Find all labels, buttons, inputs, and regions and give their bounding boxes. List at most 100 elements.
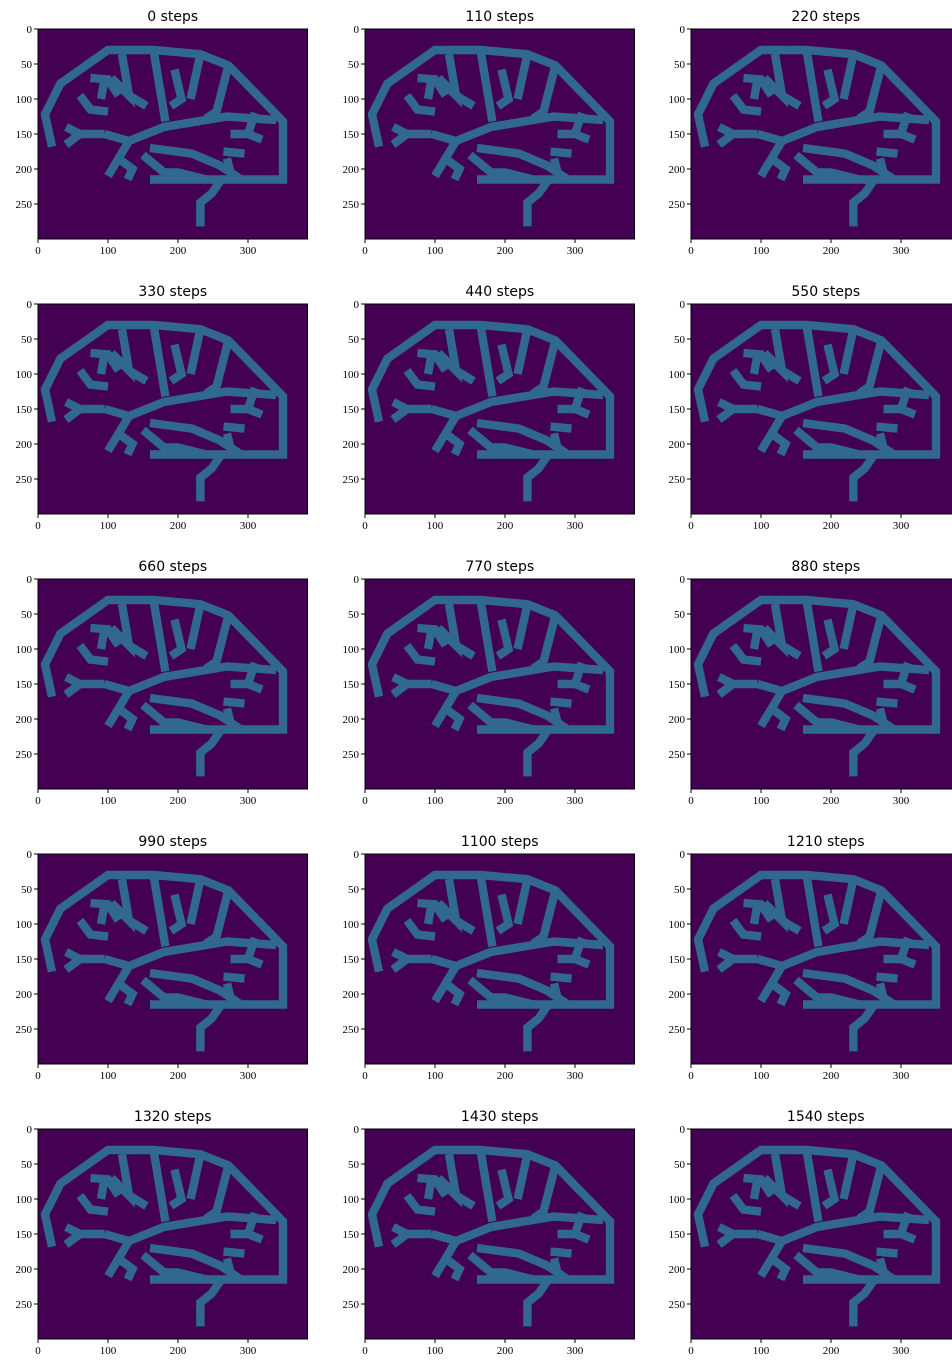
- y-tick-label: 50: [21, 884, 33, 896]
- x-tick-label: 200: [497, 1345, 514, 1357]
- x-tick-label: 200: [170, 1070, 187, 1082]
- y-tick-label: 100: [669, 94, 686, 106]
- y-tick-label: 250: [16, 1299, 33, 1311]
- y-tick-label: 150: [669, 954, 686, 966]
- y-tick-label: 50: [348, 334, 360, 346]
- y-tick-label: 150: [343, 679, 360, 691]
- y-tick-label: 250: [669, 1299, 686, 1311]
- x-tick-label: 0: [688, 520, 694, 532]
- x-tick-label: 200: [823, 245, 840, 257]
- y-tick-label: 100: [343, 94, 360, 106]
- y-tick-label: 50: [348, 609, 360, 621]
- y-tick-label: 250: [669, 199, 686, 211]
- x-tick-label: 200: [823, 520, 840, 532]
- y-tick-label: 0: [680, 574, 686, 586]
- x-tick-label: 300: [240, 795, 257, 807]
- y-tick-label: 50: [348, 1159, 360, 1171]
- panel-title: 330 steps: [138, 284, 207, 300]
- y-tick-label: 250: [16, 199, 33, 211]
- y-tick-label: 150: [343, 404, 360, 416]
- y-tick-label: 50: [348, 59, 360, 71]
- y-tick-label: 150: [343, 954, 360, 966]
- x-tick-label: 100: [427, 1345, 444, 1357]
- x-tick-label: 200: [497, 520, 514, 532]
- y-tick-label: 50: [674, 334, 686, 346]
- x-tick-label: 100: [100, 1070, 117, 1082]
- y-tick-label: 50: [21, 59, 33, 71]
- x-tick-label: 100: [427, 1070, 444, 1082]
- panel-title: 660 steps: [138, 559, 207, 575]
- y-tick-label: 0: [354, 24, 360, 36]
- x-tick-label: 0: [362, 795, 368, 807]
- y-tick-label: 100: [343, 919, 360, 931]
- x-tick-label: 0: [362, 1070, 368, 1082]
- x-tick-label: 0: [362, 520, 368, 532]
- x-tick-label: 0: [688, 1070, 694, 1082]
- y-tick-label: 150: [16, 404, 33, 416]
- x-tick-label: 300: [567, 1345, 584, 1357]
- y-tick-label: 150: [669, 404, 686, 416]
- y-tick-label: 100: [669, 919, 686, 931]
- y-tick-label: 100: [669, 644, 686, 656]
- y-tick-label: 150: [16, 1229, 33, 1241]
- y-tick-label: 200: [343, 439, 360, 451]
- x-tick-label: 0: [362, 245, 368, 257]
- x-tick-label: 100: [100, 1345, 117, 1357]
- x-tick-label: 0: [35, 1070, 41, 1082]
- y-tick-label: 0: [27, 574, 33, 586]
- x-tick-label: 300: [567, 795, 584, 807]
- x-tick-label: 200: [497, 245, 514, 257]
- y-tick-label: 250: [669, 749, 686, 761]
- x-tick-label: 0: [688, 245, 694, 257]
- y-tick-label: 200: [343, 989, 360, 1001]
- y-tick-label: 50: [348, 884, 360, 896]
- y-tick-label: 200: [16, 989, 33, 1001]
- x-tick-label: 300: [893, 1070, 910, 1082]
- y-tick-label: 0: [354, 299, 360, 311]
- x-tick-label: 300: [893, 795, 910, 807]
- y-tick-label: 100: [16, 94, 33, 106]
- x-tick-label: 300: [567, 520, 584, 532]
- x-tick-label: 300: [240, 1070, 257, 1082]
- y-tick-label: 50: [674, 609, 686, 621]
- y-tick-label: 200: [669, 989, 686, 1001]
- y-tick-label: 50: [21, 1159, 33, 1171]
- x-tick-label: 0: [362, 1345, 368, 1357]
- panel-title: 1430 steps: [461, 1109, 539, 1125]
- y-tick-label: 50: [674, 59, 686, 71]
- y-tick-label: 0: [27, 849, 33, 861]
- y-tick-label: 0: [680, 299, 686, 311]
- x-tick-label: 100: [753, 245, 770, 257]
- y-tick-label: 100: [669, 369, 686, 381]
- y-tick-label: 50: [674, 884, 686, 896]
- x-tick-label: 100: [427, 520, 444, 532]
- y-tick-label: 0: [27, 299, 33, 311]
- y-tick-label: 200: [16, 714, 33, 726]
- x-tick-label: 200: [497, 1070, 514, 1082]
- y-tick-label: 50: [21, 334, 33, 346]
- y-tick-label: 100: [343, 1194, 360, 1206]
- y-tick-label: 100: [16, 369, 33, 381]
- x-tick-label: 0: [35, 245, 41, 257]
- y-tick-label: 150: [16, 679, 33, 691]
- y-tick-label: 200: [16, 164, 33, 176]
- x-tick-label: 0: [35, 520, 41, 532]
- panel-title: 220 steps: [791, 9, 860, 25]
- panel-title: 110 steps: [465, 9, 534, 25]
- y-tick-label: 150: [669, 679, 686, 691]
- x-tick-label: 100: [100, 245, 117, 257]
- y-tick-label: 0: [354, 574, 360, 586]
- x-tick-label: 100: [753, 795, 770, 807]
- x-tick-label: 200: [497, 795, 514, 807]
- figure: 0 steps0100200300050100150200250110 step…: [0, 0, 952, 1365]
